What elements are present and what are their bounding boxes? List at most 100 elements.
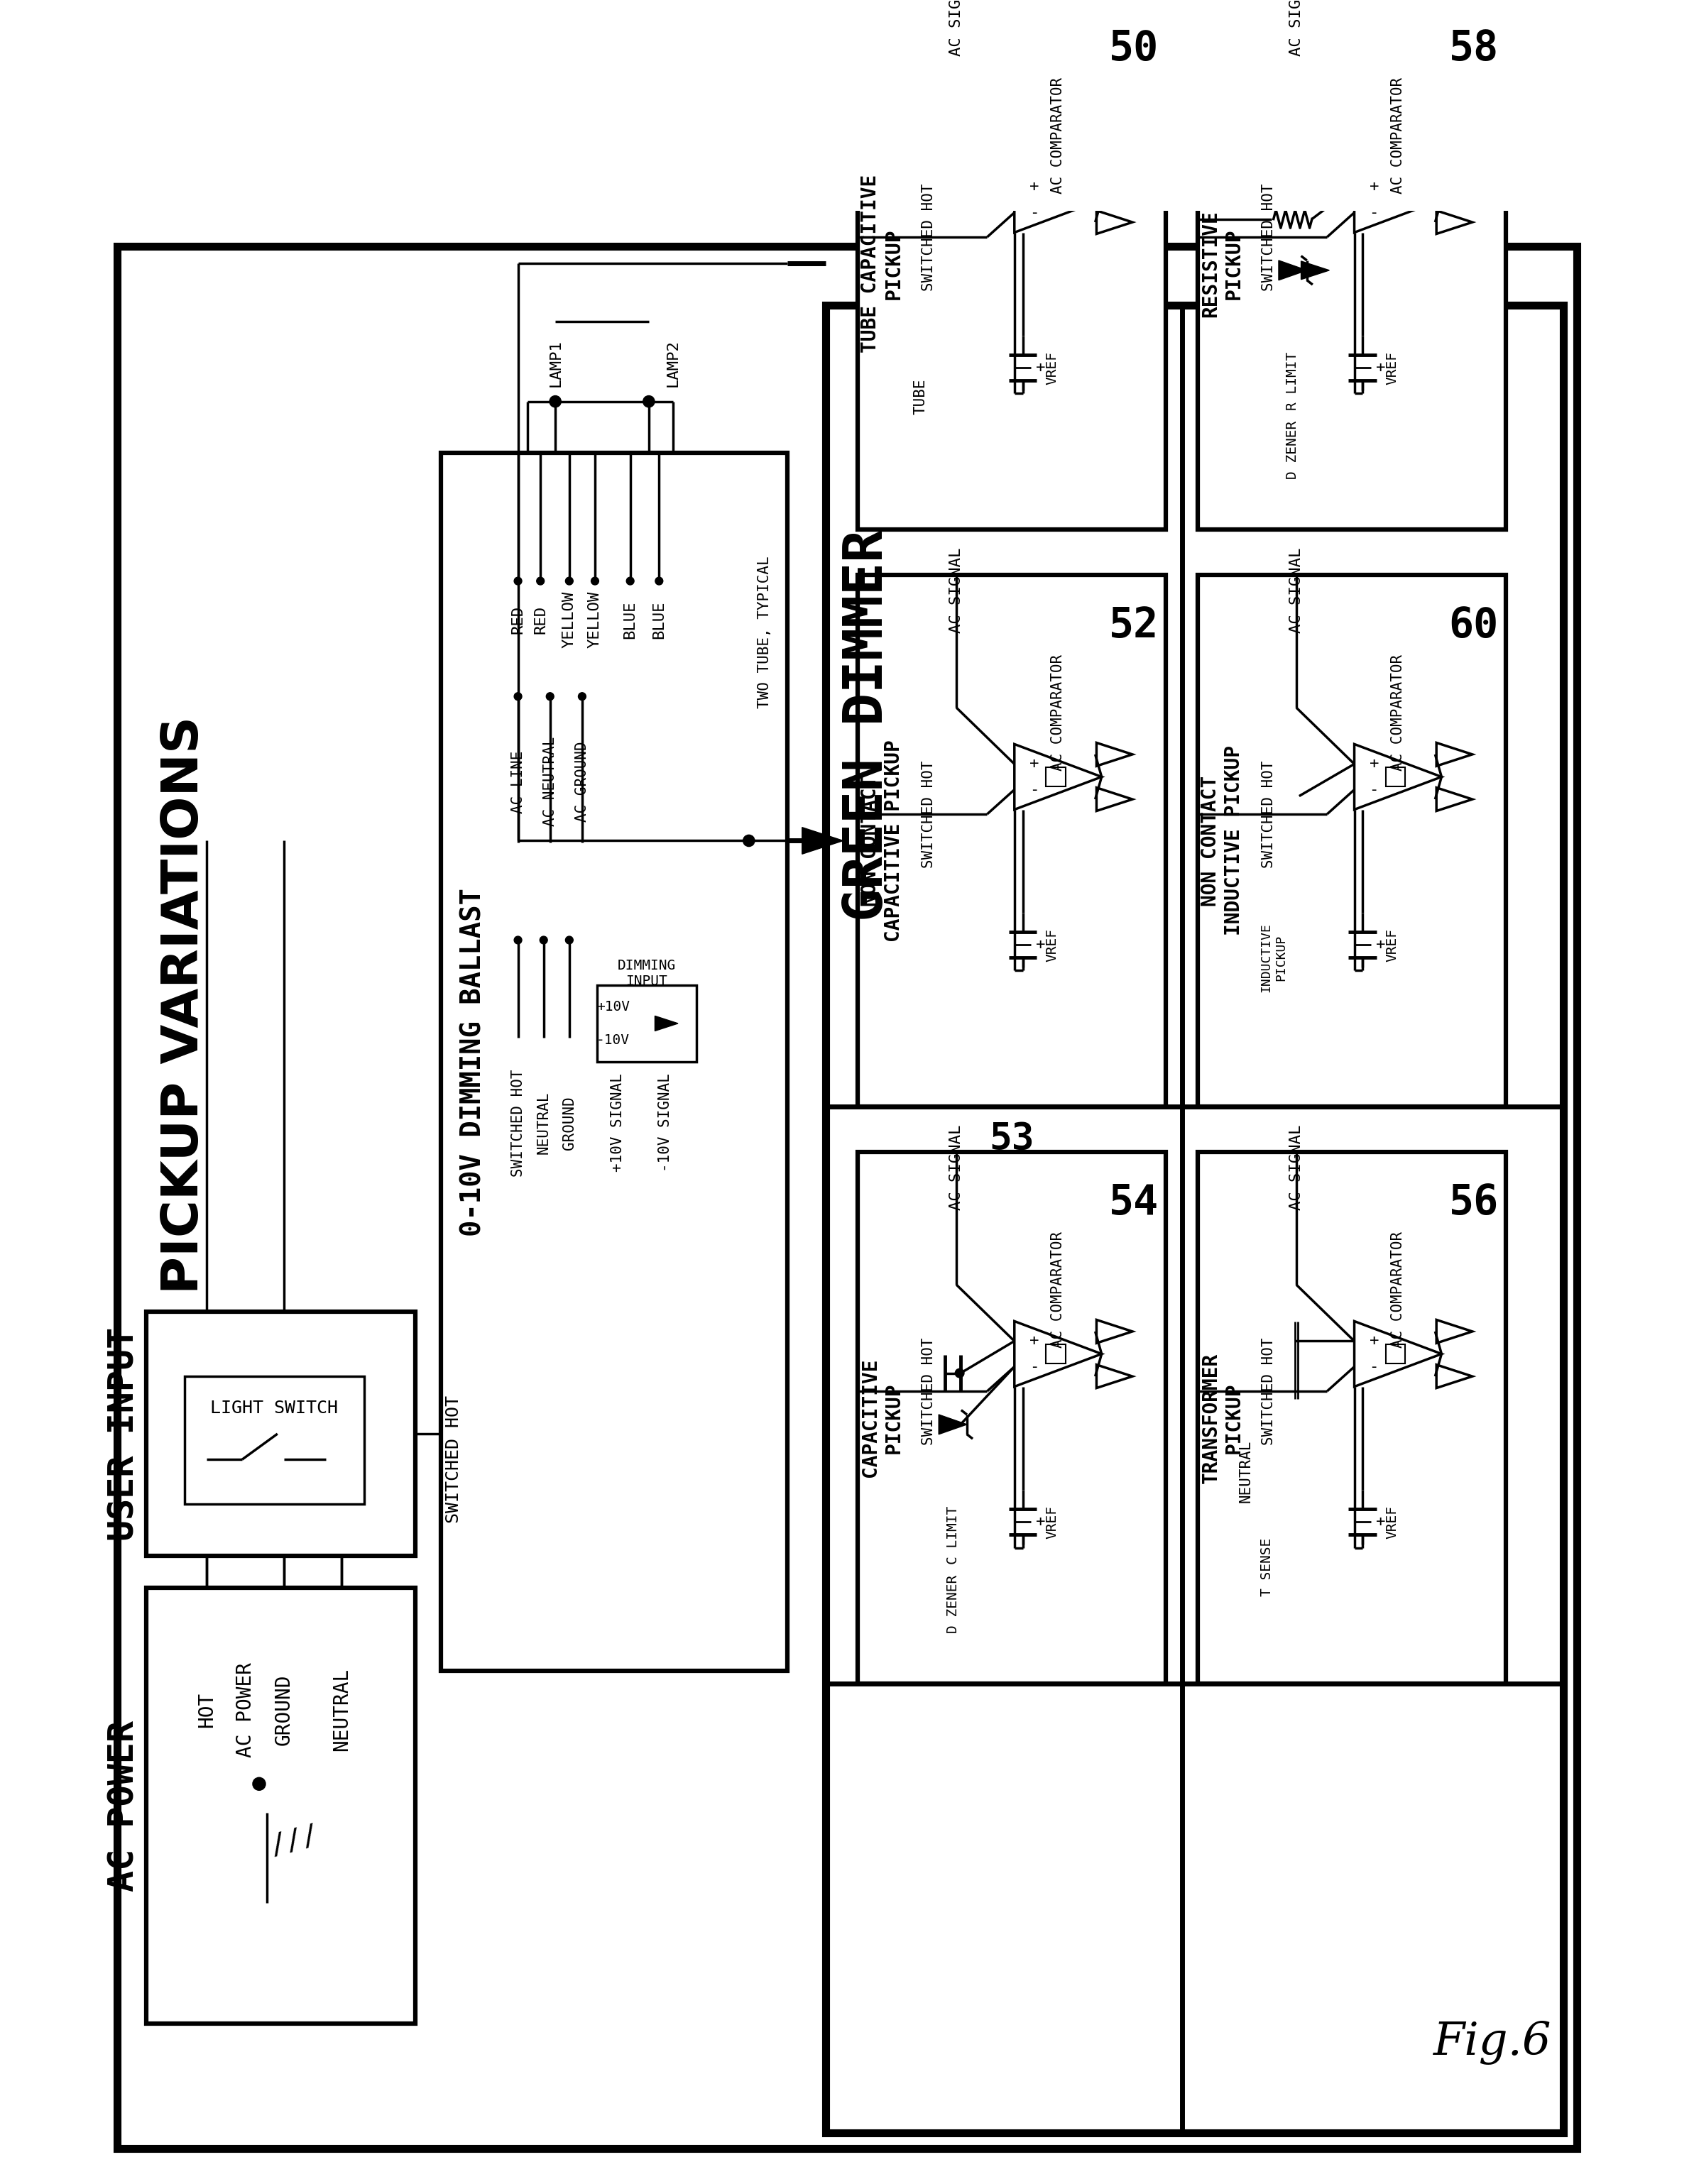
Bar xyxy=(1045,190,1066,210)
Text: AC SIGNAL: AC SIGNAL xyxy=(949,1125,964,1210)
Text: 0-10V DIMMING BALLAST: 0-10V DIMMING BALLAST xyxy=(459,887,486,1236)
Polygon shape xyxy=(1279,260,1306,280)
Polygon shape xyxy=(938,1415,967,1435)
Text: 50: 50 xyxy=(1110,28,1159,70)
Text: ///: /// xyxy=(266,1821,322,1861)
Bar xyxy=(1045,767,1066,786)
Text: INDUCTIVE
PICKUP: INDUCTIVE PICKUP xyxy=(1260,924,1287,992)
Text: +: + xyxy=(1037,1516,1045,1529)
Text: TWO TUBE, TYPICAL: TWO TUBE, TYPICAL xyxy=(757,557,772,708)
Text: +10V: +10V xyxy=(596,1000,630,1013)
Text: RED: RED xyxy=(534,605,547,633)
Bar xyxy=(857,574,1165,1107)
Text: HOT: HOT xyxy=(197,1693,217,1728)
Text: -: - xyxy=(1369,782,1379,797)
Text: SWITCHED HOT: SWITCHED HOT xyxy=(922,760,935,867)
Text: TUBE: TUBE xyxy=(913,378,928,415)
Bar xyxy=(440,452,788,1671)
Text: -: - xyxy=(1030,1361,1038,1374)
Text: 60: 60 xyxy=(1448,605,1499,646)
Circle shape xyxy=(566,577,573,585)
Text: TUBE CAPACITIVE
PICKUP: TUBE CAPACITIVE PICKUP xyxy=(861,175,903,354)
Bar xyxy=(1198,1151,1506,1684)
Circle shape xyxy=(252,1778,266,1791)
Text: D ZENER: D ZENER xyxy=(1286,422,1299,478)
Circle shape xyxy=(656,577,662,585)
Text: -: - xyxy=(1369,205,1379,221)
Text: AC COMPARATOR: AC COMPARATOR xyxy=(1050,655,1066,771)
Text: LAMP2: LAMP2 xyxy=(666,339,681,387)
Text: AC GROUND: AC GROUND xyxy=(574,740,590,821)
Text: AC SIGNAL: AC SIGNAL xyxy=(1289,1125,1303,1210)
Text: NON CONTACT
CAPACITIVE PICKUP: NON CONTACT CAPACITIVE PICKUP xyxy=(861,740,903,941)
Text: BLUE: BLUE xyxy=(623,601,637,638)
Text: +: + xyxy=(1037,937,1045,952)
Text: AC LINE: AC LINE xyxy=(512,751,525,812)
Text: VREF: VREF xyxy=(1045,352,1059,384)
Text: D ZENER: D ZENER xyxy=(945,1575,959,1634)
Text: Fig.6: Fig.6 xyxy=(1433,2020,1552,2064)
Bar xyxy=(827,306,1564,2134)
Bar xyxy=(1045,1345,1066,1363)
Text: SWITCHED HOT: SWITCHED HOT xyxy=(922,183,935,290)
Text: AC NEUTRAL: AC NEUTRAL xyxy=(544,736,557,826)
Text: AC COMPARATOR: AC COMPARATOR xyxy=(1391,655,1404,771)
Text: +: + xyxy=(1376,1516,1386,1529)
Bar xyxy=(857,1151,1165,1684)
Text: AC COMPARATOR: AC COMPARATOR xyxy=(1391,1232,1404,1348)
Circle shape xyxy=(545,692,554,701)
Text: -10V SIGNAL: -10V SIGNAL xyxy=(659,1075,673,1173)
Text: GROUND: GROUND xyxy=(274,1675,293,1745)
Text: +: + xyxy=(1369,179,1379,194)
Bar xyxy=(185,1376,364,1505)
Text: -: - xyxy=(1030,205,1038,221)
Text: AC SIGNAL: AC SIGNAL xyxy=(1289,0,1303,57)
Text: GROUND: GROUND xyxy=(562,1096,576,1149)
Bar xyxy=(1386,1345,1406,1363)
Text: BLUE: BLUE xyxy=(652,601,666,638)
Text: -: - xyxy=(1369,1361,1379,1374)
Text: SWITCHED HOT: SWITCHED HOT xyxy=(1262,1337,1276,1446)
Circle shape xyxy=(955,1369,964,1378)
Text: +: + xyxy=(1030,756,1038,771)
Text: TRANSFORMER
PICKUP: TRANSFORMER PICKUP xyxy=(1201,1352,1243,1483)
Bar xyxy=(1198,574,1506,1107)
Text: 56: 56 xyxy=(1448,1184,1499,1223)
Text: -10V: -10V xyxy=(596,1033,630,1046)
Text: SWITCHED HOT: SWITCHED HOT xyxy=(446,1396,462,1522)
Text: 58: 58 xyxy=(1448,28,1499,70)
Text: +: + xyxy=(1376,360,1386,376)
Bar xyxy=(146,1588,415,2025)
Circle shape xyxy=(515,937,522,943)
Circle shape xyxy=(549,395,561,406)
Text: +: + xyxy=(1030,1334,1038,1348)
Text: GREEN DIMMER: GREEN DIMMER xyxy=(842,531,894,922)
Text: +10V SIGNAL: +10V SIGNAL xyxy=(610,1075,625,1173)
Polygon shape xyxy=(656,1016,678,1031)
Text: PICKUP VARIATIONS: PICKUP VARIATIONS xyxy=(159,716,208,1295)
Text: VREF: VREF xyxy=(1386,928,1399,961)
Text: 52: 52 xyxy=(1110,605,1159,646)
Text: 54: 54 xyxy=(1110,1184,1159,1223)
Circle shape xyxy=(537,577,544,585)
Text: +: + xyxy=(1369,1334,1379,1348)
Text: USER INPUT: USER INPUT xyxy=(107,1328,141,1540)
Text: NEUTRAL: NEUTRAL xyxy=(1238,1439,1254,1503)
Text: AC COMPARATOR: AC COMPARATOR xyxy=(1050,1232,1066,1348)
Text: RED: RED xyxy=(512,605,525,633)
Polygon shape xyxy=(801,828,844,854)
Text: AC COMPARATOR: AC COMPARATOR xyxy=(1391,76,1404,194)
Bar xyxy=(146,1313,415,1555)
Circle shape xyxy=(566,937,573,943)
Text: AC SIGNAL: AC SIGNAL xyxy=(949,0,964,57)
Text: CAPACITIVE
PICKUP: CAPACITIVE PICKUP xyxy=(861,1358,903,1476)
Text: NEUTRAL: NEUTRAL xyxy=(537,1092,551,1153)
Text: DIMMING
INPUT: DIMMING INPUT xyxy=(617,959,676,987)
Text: 53: 53 xyxy=(989,1120,1035,1158)
Text: LIGHT SWITCH: LIGHT SWITCH xyxy=(210,1400,339,1417)
Text: +: + xyxy=(1369,756,1379,771)
Circle shape xyxy=(627,577,634,585)
Text: VREF: VREF xyxy=(1045,1505,1059,1540)
Text: +: + xyxy=(1030,179,1038,194)
Text: YELLOW: YELLOW xyxy=(588,592,601,649)
